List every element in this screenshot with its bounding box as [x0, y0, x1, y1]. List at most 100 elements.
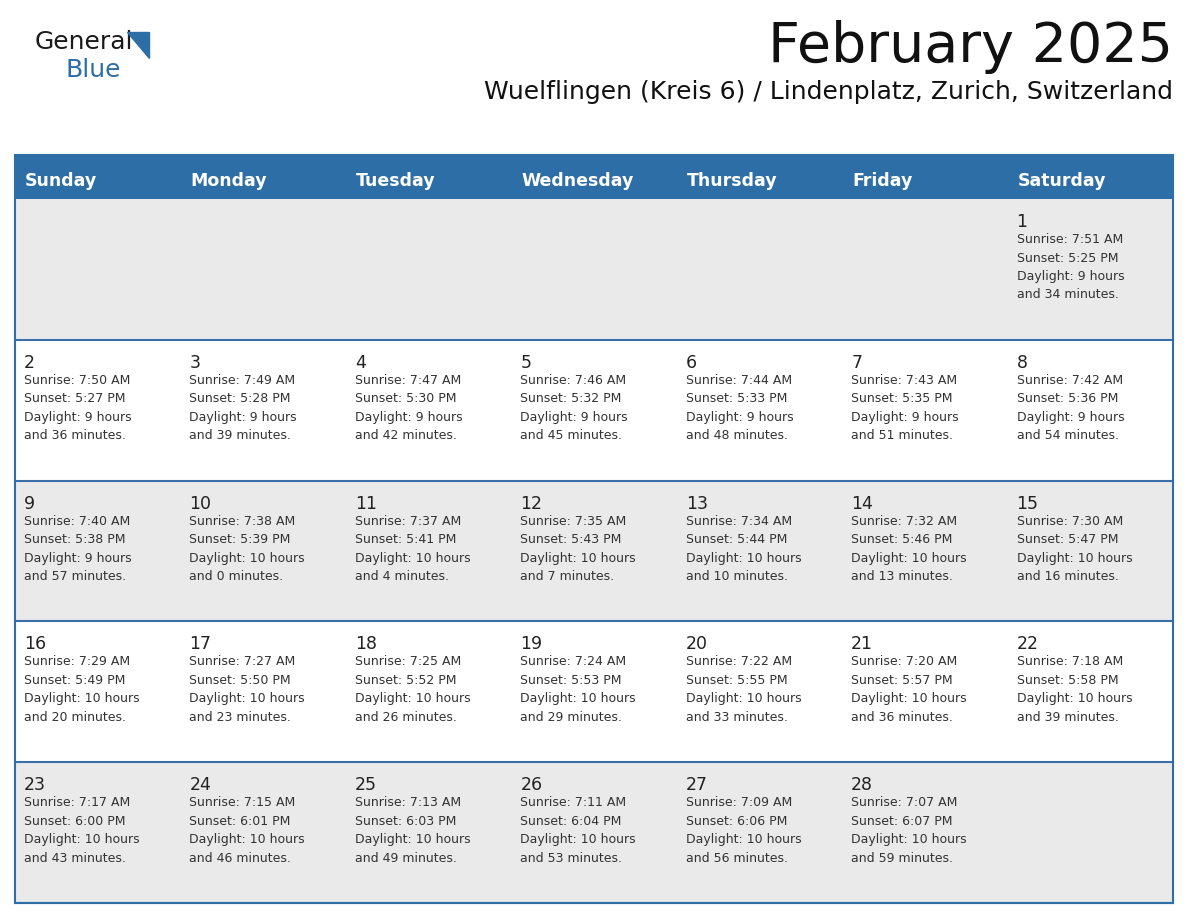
Text: Sunrise: 7:44 AM: Sunrise: 7:44 AM — [685, 374, 792, 386]
Bar — [842, 762, 1007, 903]
Text: Sunset: 5:52 PM: Sunset: 5:52 PM — [355, 674, 456, 687]
Text: Daylight: 10 hours: Daylight: 10 hours — [520, 552, 636, 565]
Text: 12: 12 — [520, 495, 542, 512]
Text: 7: 7 — [851, 353, 862, 372]
Text: 6: 6 — [685, 353, 697, 372]
Text: Daylight: 10 hours: Daylight: 10 hours — [355, 552, 470, 565]
Text: Sunrise: 7:17 AM: Sunrise: 7:17 AM — [24, 796, 131, 809]
Text: 14: 14 — [851, 495, 873, 512]
Text: 11: 11 — [355, 495, 377, 512]
Text: Sunrise: 7:09 AM: Sunrise: 7:09 AM — [685, 796, 792, 809]
Text: and 34 minutes.: and 34 minutes. — [1017, 288, 1118, 301]
Text: and 46 minutes.: and 46 minutes. — [189, 852, 291, 865]
Text: Sunset: 5:39 PM: Sunset: 5:39 PM — [189, 533, 291, 546]
Text: Sunrise: 7:42 AM: Sunrise: 7:42 AM — [1017, 374, 1123, 386]
Text: 25: 25 — [355, 777, 377, 794]
Text: and 26 minutes.: and 26 minutes. — [355, 711, 456, 724]
Text: Thursday: Thursday — [687, 172, 777, 190]
Text: 23: 23 — [24, 777, 46, 794]
Bar — [677, 161, 842, 199]
Text: and 7 minutes.: and 7 minutes. — [520, 570, 614, 583]
Text: Sunrise: 7:38 AM: Sunrise: 7:38 AM — [189, 515, 296, 528]
Text: Sunrise: 7:46 AM: Sunrise: 7:46 AM — [520, 374, 626, 386]
Text: Daylight: 10 hours: Daylight: 10 hours — [1017, 552, 1132, 565]
Bar — [181, 199, 346, 340]
Text: Sunrise: 7:37 AM: Sunrise: 7:37 AM — [355, 515, 461, 528]
Text: Sunset: 5:25 PM: Sunset: 5:25 PM — [1017, 252, 1118, 264]
Text: and 33 minutes.: and 33 minutes. — [685, 711, 788, 724]
Text: Sunset: 6:06 PM: Sunset: 6:06 PM — [685, 814, 788, 828]
Text: 28: 28 — [851, 777, 873, 794]
Bar — [511, 161, 677, 199]
Text: Sunrise: 7:18 AM: Sunrise: 7:18 AM — [1017, 655, 1123, 668]
Text: and 4 minutes.: and 4 minutes. — [355, 570, 449, 583]
Text: 24: 24 — [189, 777, 211, 794]
Text: Daylight: 9 hours: Daylight: 9 hours — [355, 410, 462, 424]
Bar — [677, 199, 842, 340]
Bar — [1007, 199, 1173, 340]
Text: Tuesday: Tuesday — [356, 172, 436, 190]
Text: Daylight: 10 hours: Daylight: 10 hours — [24, 834, 140, 846]
Text: Sunday: Sunday — [25, 172, 97, 190]
Polygon shape — [127, 32, 148, 58]
Bar — [1007, 762, 1173, 903]
Text: and 54 minutes.: and 54 minutes. — [1017, 430, 1119, 442]
Text: Sunrise: 7:50 AM: Sunrise: 7:50 AM — [24, 374, 131, 386]
Text: Daylight: 10 hours: Daylight: 10 hours — [851, 552, 967, 565]
Text: Friday: Friday — [852, 172, 912, 190]
Text: Sunset: 6:04 PM: Sunset: 6:04 PM — [520, 814, 621, 828]
Text: and 59 minutes.: and 59 minutes. — [851, 852, 953, 865]
Text: Daylight: 9 hours: Daylight: 9 hours — [24, 552, 132, 565]
Bar — [181, 161, 346, 199]
Text: 27: 27 — [685, 777, 708, 794]
Text: Sunrise: 7:35 AM: Sunrise: 7:35 AM — [520, 515, 626, 528]
Text: Sunset: 5:44 PM: Sunset: 5:44 PM — [685, 533, 788, 546]
Bar — [15, 155, 1173, 903]
Bar — [677, 762, 842, 903]
Bar — [511, 621, 677, 762]
Text: Sunset: 5:55 PM: Sunset: 5:55 PM — [685, 674, 788, 687]
Text: Sunrise: 7:13 AM: Sunrise: 7:13 AM — [355, 796, 461, 809]
Text: Sunset: 5:43 PM: Sunset: 5:43 PM — [520, 533, 621, 546]
Text: General: General — [34, 30, 133, 54]
Text: Daylight: 9 hours: Daylight: 9 hours — [685, 410, 794, 424]
Text: Daylight: 9 hours: Daylight: 9 hours — [1017, 410, 1124, 424]
Bar — [511, 762, 677, 903]
Bar — [181, 762, 346, 903]
Text: Sunset: 5:49 PM: Sunset: 5:49 PM — [24, 674, 126, 687]
Text: and 36 minutes.: and 36 minutes. — [851, 711, 953, 724]
Text: February 2025: February 2025 — [767, 20, 1173, 74]
Text: Sunset: 5:36 PM: Sunset: 5:36 PM — [1017, 392, 1118, 406]
Text: Daylight: 9 hours: Daylight: 9 hours — [24, 410, 132, 424]
Text: and 0 minutes.: and 0 minutes. — [189, 570, 284, 583]
Text: and 20 minutes.: and 20 minutes. — [24, 711, 126, 724]
Bar — [346, 481, 511, 621]
Text: Daylight: 10 hours: Daylight: 10 hours — [189, 692, 305, 705]
Bar — [15, 762, 181, 903]
Bar — [1007, 340, 1173, 481]
Bar — [842, 621, 1007, 762]
Text: Sunrise: 7:15 AM: Sunrise: 7:15 AM — [189, 796, 296, 809]
Text: Daylight: 10 hours: Daylight: 10 hours — [355, 692, 470, 705]
Text: Daylight: 10 hours: Daylight: 10 hours — [851, 692, 967, 705]
Bar — [511, 340, 677, 481]
Text: Sunrise: 7:30 AM: Sunrise: 7:30 AM — [1017, 515, 1123, 528]
Text: Daylight: 9 hours: Daylight: 9 hours — [189, 410, 297, 424]
Text: 16: 16 — [24, 635, 46, 654]
Text: Sunset: 5:33 PM: Sunset: 5:33 PM — [685, 392, 788, 406]
Text: Sunrise: 7:40 AM: Sunrise: 7:40 AM — [24, 515, 131, 528]
Text: Daylight: 10 hours: Daylight: 10 hours — [520, 834, 636, 846]
Bar — [842, 161, 1007, 199]
Text: 10: 10 — [189, 495, 211, 512]
Bar — [346, 621, 511, 762]
Text: 3: 3 — [189, 353, 201, 372]
Bar — [677, 340, 842, 481]
Text: and 16 minutes.: and 16 minutes. — [1017, 570, 1118, 583]
Text: Sunrise: 7:24 AM: Sunrise: 7:24 AM — [520, 655, 626, 668]
Text: and 51 minutes.: and 51 minutes. — [851, 430, 953, 442]
Text: Sunset: 5:35 PM: Sunset: 5:35 PM — [851, 392, 953, 406]
Bar — [842, 340, 1007, 481]
Text: and 23 minutes.: and 23 minutes. — [189, 711, 291, 724]
Bar — [15, 155, 1173, 161]
Text: 5: 5 — [520, 353, 531, 372]
